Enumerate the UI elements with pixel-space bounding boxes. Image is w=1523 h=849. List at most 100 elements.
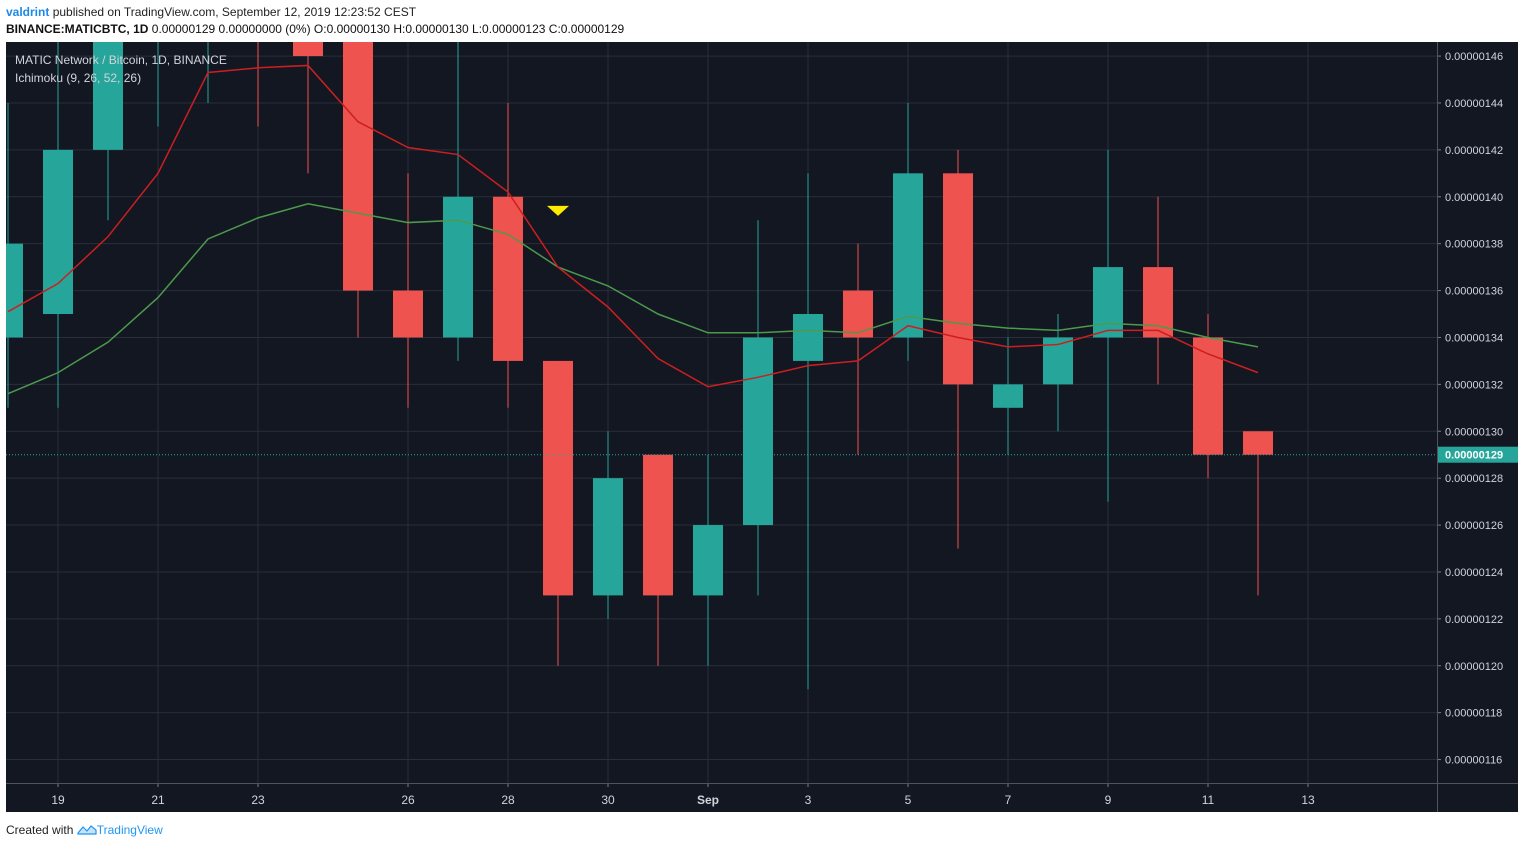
tradingview-logo-icon bbox=[77, 824, 97, 835]
y-tick-label: 0.00000120 bbox=[1445, 661, 1503, 673]
publish-info: valdrint published on TradingView.com, S… bbox=[6, 5, 416, 19]
symbol-line: BINANCE:MATICBTC, 1D bbox=[6, 22, 149, 36]
current-price-badge: 0.00000129 bbox=[1438, 446, 1518, 463]
candle-body bbox=[6, 243, 23, 338]
indicator-label: Ichimoku (9, 26, 52, 26) bbox=[15, 71, 141, 85]
candle bbox=[693, 454, 723, 666]
candle bbox=[293, 42, 323, 174]
y-tick-label: 0.00000144 bbox=[1445, 98, 1503, 110]
candle-body bbox=[543, 360, 573, 596]
candlestick-chart[interactable]: 0.00000116 0.00000118 0.00000120 0.00000122… bbox=[6, 42, 1518, 812]
current-price-label: 0.00000129 bbox=[1445, 450, 1503, 462]
x-tick-label: 5 bbox=[905, 793, 912, 807]
candle-body bbox=[343, 42, 373, 291]
candle bbox=[43, 42, 73, 408]
current-price-badge-bg bbox=[1438, 446, 1518, 463]
y-tick-label: 0.00000136 bbox=[1445, 286, 1503, 298]
candle-body bbox=[1193, 337, 1223, 455]
y-tick-label: 0.00000132 bbox=[1445, 379, 1503, 391]
candle bbox=[643, 454, 673, 666]
candle-body bbox=[393, 290, 423, 338]
candle bbox=[593, 431, 623, 619]
candle-body bbox=[593, 478, 623, 596]
candles bbox=[6, 42, 1437, 690]
y-tick-label: 0.00000130 bbox=[1445, 426, 1503, 438]
x-tick-label: 3 bbox=[805, 793, 812, 807]
tradingview-brand[interactable]: TradingView bbox=[96, 823, 163, 837]
candle-body bbox=[843, 290, 873, 338]
candle-body bbox=[93, 42, 123, 150]
ichimoku-base-line bbox=[7, 203, 1259, 395]
x-tick-label: 7 bbox=[1005, 793, 1012, 807]
candle-body bbox=[1093, 267, 1123, 338]
candle bbox=[1143, 196, 1173, 385]
candle bbox=[993, 337, 1023, 455]
y-tick-label: 0.00000118 bbox=[1445, 708, 1502, 720]
axes: 0.00000116 0.00000118 0.00000120 0.00000122… bbox=[6, 42, 1518, 812]
x-tick-label: 11 bbox=[1202, 793, 1215, 807]
x-tick-label: 21 bbox=[151, 793, 165, 807]
candle-body bbox=[943, 173, 973, 385]
published-text: published on TradingView.com, September … bbox=[52, 5, 417, 19]
y-tick-label: 0.00000126 bbox=[1445, 520, 1503, 532]
candle-body bbox=[893, 173, 923, 338]
candle-body bbox=[793, 314, 823, 361]
candle bbox=[257, 42, 259, 127]
candle bbox=[207, 42, 209, 103]
candle bbox=[843, 243, 873, 455]
x-tick-label: 28 bbox=[501, 793, 515, 807]
candle bbox=[943, 149, 973, 549]
candle bbox=[1043, 314, 1073, 432]
x-tick-label: Sep bbox=[697, 793, 719, 807]
candle-body bbox=[43, 149, 73, 315]
candle bbox=[1193, 314, 1223, 479]
signal-marker bbox=[547, 205, 569, 216]
x-tick-label: 23 bbox=[251, 793, 265, 807]
candle bbox=[743, 220, 773, 596]
x-tick-label: 13 bbox=[1301, 793, 1315, 807]
candle bbox=[343, 42, 373, 338]
footer: Created with TradingView bbox=[6, 823, 163, 837]
y-tick-label: 0.00000124 bbox=[1445, 567, 1503, 579]
y-tick-label: 0.00000134 bbox=[1445, 332, 1503, 344]
y-tick-label: 0.00000128 bbox=[1445, 473, 1503, 485]
y-tick-label: 0.00000146 bbox=[1445, 51, 1503, 63]
candle-body bbox=[1143, 267, 1173, 338]
candle bbox=[6, 102, 23, 408]
candle-body bbox=[643, 454, 673, 596]
x-tick-label: 19 bbox=[51, 793, 65, 807]
candle bbox=[393, 173, 423, 408]
created-with-text: Created with bbox=[6, 823, 74, 837]
author-name[interactable]: valdrint bbox=[6, 5, 50, 19]
candle bbox=[1243, 431, 1273, 596]
candle-body bbox=[743, 337, 773, 526]
candle-body bbox=[1243, 431, 1273, 455]
x-tick-label: 9 bbox=[1105, 793, 1112, 807]
candle-body bbox=[993, 384, 1023, 408]
symbol-info: BINANCE:MATICBTC, 1D 0.00000129 0.000000… bbox=[6, 22, 624, 36]
candle bbox=[157, 42, 159, 127]
y-tick-label: 0.00000138 bbox=[1445, 239, 1503, 251]
x-tick-label: 30 bbox=[601, 793, 615, 807]
candle bbox=[793, 173, 823, 690]
candle bbox=[443, 42, 473, 361]
y-tick-label: 0.00000140 bbox=[1445, 192, 1503, 204]
candle-body bbox=[293, 42, 323, 57]
ohlc-values: 0.00000129 0.00000000 (0%) O:0.00000130 … bbox=[151, 22, 625, 36]
signal-marker-triangle bbox=[547, 205, 569, 216]
y-tick-label: 0.00000142 bbox=[1445, 145, 1503, 157]
y-tick-label: 0.00000116 bbox=[1445, 755, 1502, 767]
candle bbox=[543, 360, 573, 666]
candle bbox=[93, 42, 123, 221]
candle-body bbox=[443, 196, 473, 338]
ichimoku-conversion-line bbox=[7, 64, 1259, 388]
candle bbox=[893, 102, 923, 361]
chart-area[interactable]: 0.00000116 0.00000118 0.00000120 0.00000122… bbox=[6, 42, 1518, 812]
candle-body bbox=[693, 525, 723, 596]
indicator-lines bbox=[7, 64, 1259, 395]
candle-body bbox=[493, 196, 523, 361]
candle bbox=[493, 102, 523, 408]
chart-title: MATIC Network / Bitcoin, 1D, BINANCE bbox=[15, 53, 227, 67]
x-tick-label: 26 bbox=[401, 793, 415, 807]
y-tick-label: 0.00000122 bbox=[1445, 614, 1503, 626]
